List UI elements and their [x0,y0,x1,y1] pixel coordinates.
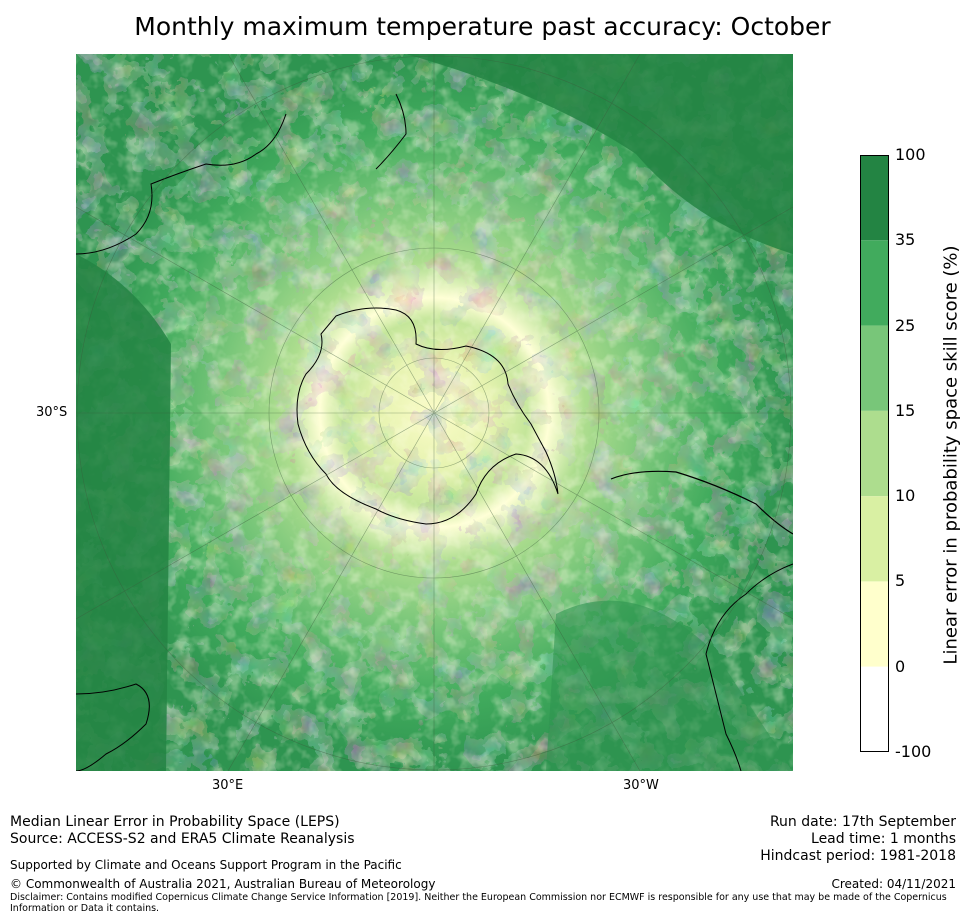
africa-coastline [76,683,150,771]
footer-support: Supported by Climate and Oceans Support … [10,858,402,872]
colorbar-tick-2: 25 [895,315,916,335]
footer-disclaimer: Disclaimer: Contains modified Copernicus… [10,892,950,914]
footer-source: Source: ACCESS-S2 and ERA5 Climate Reana… [10,831,355,847]
colorbar-band-2 [860,325,889,411]
footer-lead-time: Lead time: 1 months [811,831,956,847]
footer-hindcast: Hindcast period: 1981-2018 [760,848,956,864]
colorbar-tick-5: 5 [895,571,906,591]
colorbar-label: Linear error in probability space skill … [940,245,962,665]
lat-label-30s: 30°S [36,405,68,420]
colorbar-band-4 [860,496,889,582]
polar-map [76,54,793,771]
south-america-coastline [610,470,793,535]
footer-created: Created: 04/11/2021 [831,877,956,891]
footer-run-date: Run date: 17th September [769,814,956,830]
lon-label-30w: 30°W [623,778,659,793]
disclaimer-line-2: Information or Data it contains. [10,903,160,914]
chart-title: Monthly maximum temperature past accurac… [134,12,831,41]
australia-coastline [76,113,287,255]
south-america-east-coast [705,563,793,771]
colorbar-band-1 [860,240,889,326]
colorbar-border [860,155,889,752]
antarctica-coastline [296,307,559,525]
colorbar-tick-7: -100 [895,742,932,761]
colorbar-band-6 [860,666,889,752]
colorbar-tick-4: 10 [895,486,916,506]
graticule [76,54,793,771]
footer-copyright: © Commonwealth of Australia 2021, Austra… [10,877,436,891]
colorbar [860,155,889,752]
colorbar-band-0 [860,155,889,241]
colorbar-tick-3: 15 [895,400,916,420]
lon-label-30e: 30°E [212,778,244,793]
colorbar-tick-6: 0 [895,656,906,676]
region-high-skill-north [406,54,793,254]
disclaimer-line-1: Disclaimer: Contains modified Copernicus… [10,892,947,903]
region-high-skill-south [546,600,793,771]
colorbar-tick-1: 35 [895,230,916,250]
colorbar-tick-0: 100 [895,145,926,164]
new-zealand-coastline [375,93,407,170]
footer-leps: Median Linear Error in Probability Space… [10,814,340,830]
colorbar-band-3 [860,410,889,497]
region-high-skill-west [76,254,171,771]
colorbar-band-5 [860,581,889,667]
